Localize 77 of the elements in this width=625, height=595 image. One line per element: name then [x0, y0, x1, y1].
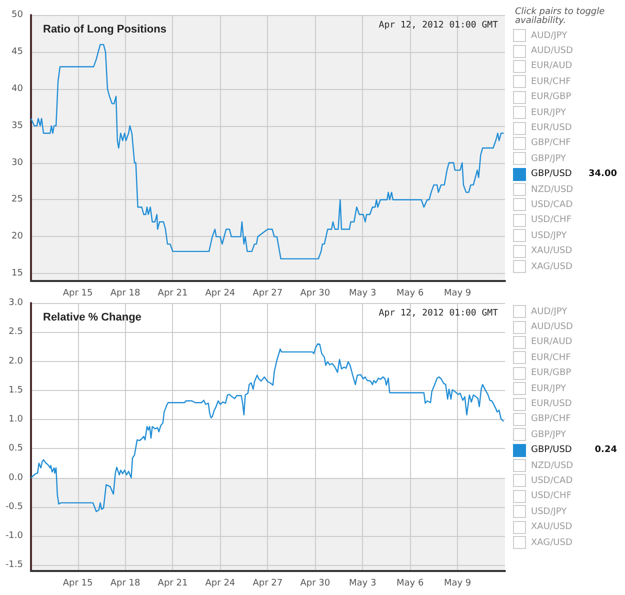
text: USD/CAD	[531, 200, 573, 210]
x-tick-label: Apr 18	[110, 288, 140, 298]
x-tick-label: May 3	[349, 578, 376, 588]
text: XAU/USD	[531, 522, 572, 532]
x-tick-label: Apr 30	[300, 578, 330, 588]
text: XAG/USD	[531, 262, 572, 272]
y-tick-label: 3.0	[8, 298, 24, 308]
text: EUR/GBP	[531, 368, 572, 378]
x-tick-label: Apr 24	[205, 578, 236, 588]
x-tick-label: May 3	[349, 288, 376, 298]
annotation: Apr 12, 2012 01:00 GMT	[378, 20, 499, 30]
text: EUR/USD	[531, 399, 572, 410]
text: NZD/USD	[531, 184, 574, 195]
text: EUR/JPY	[531, 108, 566, 118]
text: AUD/JPY	[531, 306, 568, 317]
text: GBP/JPY	[531, 430, 566, 440]
text: AUD/JPY	[531, 30, 568, 41]
text: GBP/JPY	[531, 154, 566, 164]
text: AUD/USD	[531, 46, 573, 56]
y-tick-label: 15	[12, 268, 23, 279]
x-tick-label: Apr 18	[110, 578, 140, 588]
x-tick-label: Apr 30	[300, 288, 330, 298]
text: EUR/CHF	[531, 76, 571, 87]
y-tick-label: -0.5	[5, 502, 23, 512]
x-tick-label: Apr 24	[205, 288, 236, 298]
legend-title: Click pairs to toggle availability.	[515, 7, 606, 26]
text: EUR/AUD	[531, 337, 572, 348]
y-tick-label: 20	[12, 232, 24, 242]
text: EUR/JPY	[531, 384, 566, 394]
text: XAU/USD	[531, 246, 572, 256]
y-tick-label: 0.0	[8, 472, 24, 483]
y-tick-label: 2.0	[8, 356, 24, 366]
line-series	[30, 343, 504, 512]
x-tick-label: May 9	[444, 578, 472, 588]
text: EUR/USD	[531, 123, 572, 134]
x-tick-label: Apr 15	[62, 578, 93, 588]
text: EUR/AUD	[531, 61, 572, 72]
x-tick-label: Apr 15	[62, 288, 93, 298]
x-tick-label: May 6	[396, 578, 424, 588]
x-tick-label: Apr 21	[158, 288, 188, 298]
text: USD/JPY	[531, 230, 567, 241]
text: GBP/CHF	[531, 414, 571, 424]
y-tick-label: 1.0	[8, 414, 24, 425]
text: 0.24	[594, 445, 617, 456]
y-tick-label: 50	[12, 10, 24, 20]
x-tick-label: Apr 21	[158, 578, 188, 588]
text: USD/JPY	[531, 506, 567, 517]
x-tick-label: May 6	[396, 288, 424, 298]
text: EUR/GBP	[531, 92, 572, 102]
y-tick-label: 30	[12, 158, 24, 168]
text: USD/CAD	[531, 476, 573, 486]
text: Relative % Change	[43, 312, 142, 324]
text: NZD/USD	[531, 460, 574, 471]
text: XAG/USD	[531, 538, 572, 548]
y-tick-label: 1.5	[8, 385, 23, 396]
y-tick-label: 35	[12, 120, 23, 131]
annotation: Apr 12, 2012 01:00 GMT	[378, 308, 499, 318]
y-tick-label: 25	[12, 194, 23, 205]
line-series	[30, 44, 504, 260]
text: USD/CHF	[531, 215, 572, 226]
text: 34.00	[588, 169, 617, 180]
legend-label: GBP/USD	[531, 169, 572, 180]
text: AUD/USD	[531, 322, 573, 332]
y-tick-label: 2.5	[8, 327, 23, 338]
text: EUR/CHF	[531, 352, 571, 363]
x-tick-label: May 9	[444, 288, 472, 298]
legend-label: GBP/USD	[531, 445, 572, 456]
text: GBP/CHF	[531, 138, 571, 148]
y-tick-label: 40	[12, 84, 24, 94]
x-tick-label: Apr 27	[252, 288, 283, 298]
y-tick-label: -1.5	[5, 560, 23, 570]
y-tick-label: 45	[12, 46, 23, 57]
y-tick-label: -1.0	[5, 531, 24, 542]
y-tick-label: 0.5	[8, 444, 23, 454]
text: USD/CHF	[531, 491, 572, 502]
text: Ratio of Long Positions	[43, 24, 166, 36]
x-tick-label: Apr 27	[252, 578, 283, 588]
